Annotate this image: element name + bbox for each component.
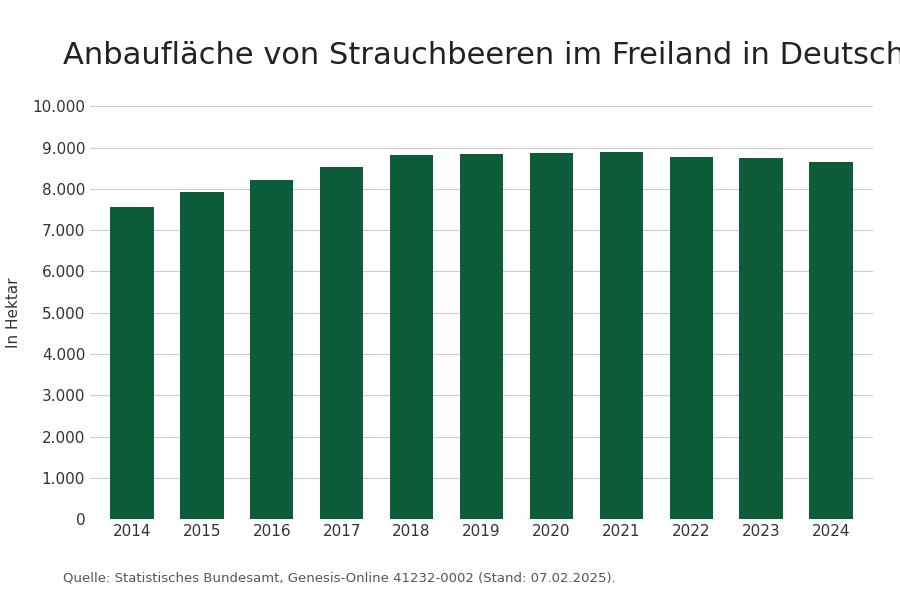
Text: Quelle: Statistisches Bundesamt, Genesis-Online 41232-0002 (Stand: 07.02.2025).: Quelle: Statistisches Bundesamt, Genesis… (63, 571, 616, 584)
Y-axis label: In Hektar: In Hektar (6, 277, 21, 348)
Bar (180, 192, 223, 519)
Text: Anbaufläche von Strauchbeeren im Freiland in Deutschland: Anbaufläche von Strauchbeeren im Freilan… (63, 41, 900, 70)
Bar (809, 162, 852, 519)
Bar (599, 152, 643, 519)
Bar (460, 154, 503, 519)
Bar (320, 167, 364, 519)
Bar (740, 158, 783, 519)
Bar (670, 156, 713, 519)
Bar (390, 155, 433, 519)
Bar (250, 180, 293, 519)
Bar (111, 207, 154, 519)
Bar (530, 153, 573, 519)
